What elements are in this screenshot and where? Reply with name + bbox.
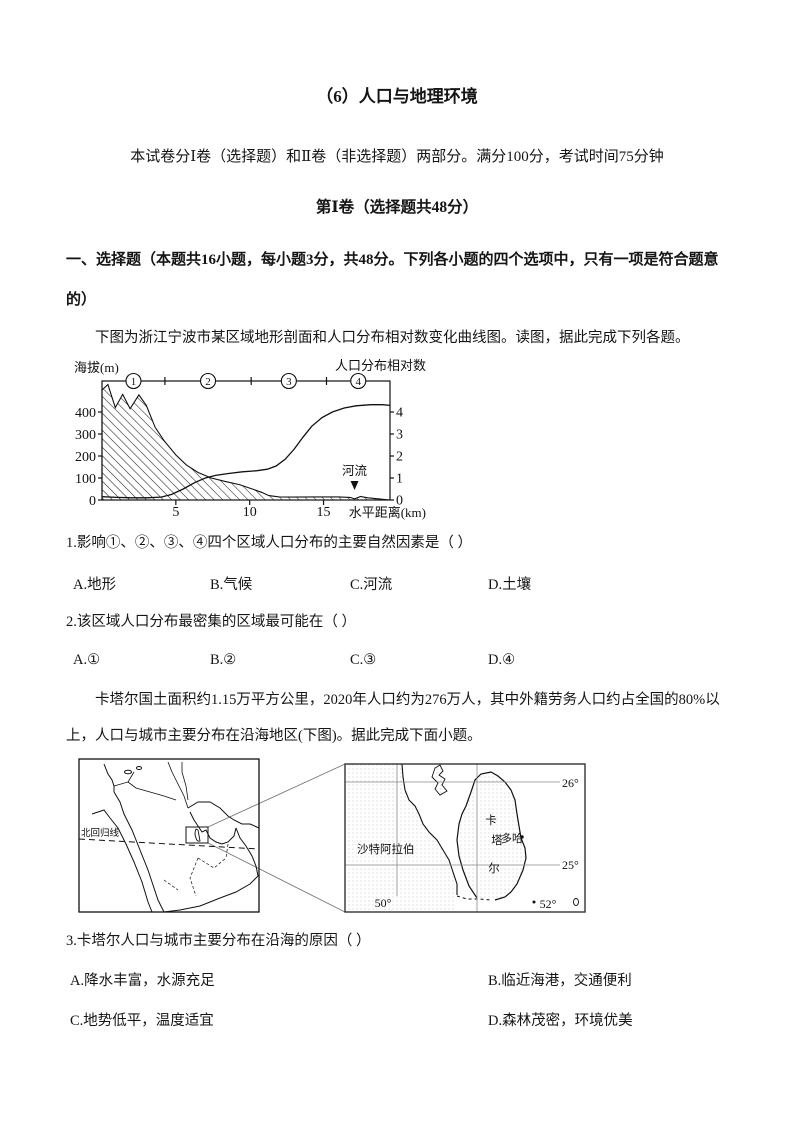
- option-3b: B.临近海港，交通便利: [488, 973, 632, 989]
- question-2: 2.该区域人口分布最密集的区域最可能在（ ）: [66, 614, 356, 630]
- option-2c: C.③: [350, 652, 377, 668]
- internal-borders: [163, 843, 229, 897]
- lat-26-label: 26°: [562, 776, 579, 790]
- qatar-label-char1: 卡: [485, 814, 497, 827]
- option-3d: D.森林茂密，环境优美: [488, 1013, 633, 1029]
- option-3a: A.降水丰富，水源充足: [70, 973, 215, 989]
- zoom-connector-top: [207, 763, 346, 828]
- option-1a: A.地形: [73, 577, 117, 593]
- svg-text:100: 100: [75, 472, 96, 487]
- option-2a: A.①: [73, 652, 101, 668]
- question-3-options-row2: C.地势低平，温度适宜 D.森林茂密，环境优美: [66, 1009, 770, 1030]
- svg-text:3: 3: [396, 428, 403, 443]
- gulf-south-coast: [189, 811, 237, 845]
- part1-heading: 第Ⅰ卷（选择题共48分）: [315, 199, 479, 216]
- option-1c: C.河流: [350, 577, 393, 593]
- question-3: 3.卡塔尔人口与城市主要分布在沿海的原因（ ）: [66, 933, 371, 949]
- stimulus-text-qatar: 卡塔尔国土面积约1.15万平方公里，2020年人口约为276万人，其中外籍劳务人…: [66, 692, 720, 744]
- qatar-coastline: [456, 771, 527, 901]
- option-2b: B.②: [210, 652, 237, 668]
- saudi-land: [345, 764, 457, 912]
- elevation-population-chart: 0 100 200 300 400 0 1 2 3 4 5 10 15 1 2 3 4 海拔(m) 人口分布相对数水…: [70, 356, 430, 533]
- lat-25-label: 25°: [562, 858, 579, 872]
- saudi-label: 沙特阿拉伯: [357, 842, 415, 856]
- svg-text:2: 2: [396, 450, 403, 465]
- option-2d: D.④: [488, 652, 516, 668]
- lon-50-label: 50°: [375, 896, 392, 910]
- qatar-maps-svg: 北回归线: [78, 758, 586, 913]
- section-instructions: 一、选择题（本题共16小题，每小题3分，共48分。下列各小题的四个选项中，只有一…: [66, 252, 719, 308]
- africa-coast: [91, 809, 153, 913]
- zoom-connector-bottom: [207, 842, 346, 913]
- svg-text:10: 10: [243, 505, 257, 520]
- red-sea-east-coast: [113, 791, 165, 913]
- saudi-coastline: [401, 763, 458, 895]
- detail-map: 沙特阿拉伯 卡 塔 尔 多哈 26° 25° 50° 52°: [344, 763, 586, 913]
- exam-info-line: 本试卷分Ⅰ卷（选择题）和Ⅱ卷（非选择题）两部分。满分100分，考试时间75分钟: [130, 149, 664, 165]
- option-1b: B.气候: [210, 577, 253, 593]
- svg-text:4: 4: [355, 376, 361, 388]
- overview-map-border: [78, 758, 260, 913]
- small-island-dot: [532, 900, 536, 904]
- profile-chart-svg: 0 100 200 300 400 0 1 2 3 4 5 10 15 1 2 3 4 海拔(m) 人口分布相对数水…: [74, 358, 426, 520]
- qatar-label-char3: 尔: [488, 861, 500, 875]
- svg-text:400: 400: [75, 406, 96, 421]
- qatar-label-char2: 塔: [491, 834, 503, 847]
- detail-map-border: [344, 763, 586, 913]
- doha-label: 多哈: [501, 831, 523, 845]
- svg-text:水平距离(km): 水平距离(km): [349, 505, 426, 520]
- svg-text:3: 3: [286, 376, 292, 388]
- option-3c: C.地势低平，温度适宜: [70, 1013, 214, 1029]
- svg-text:海拔(m): 海拔(m): [74, 360, 119, 375]
- tropic-of-cancer-label: 北回归线: [81, 827, 120, 839]
- question-3-options-row1: A.降水丰富，水源充足 B.临近海港，交通便利: [66, 969, 770, 990]
- iran-coast: [187, 801, 260, 829]
- svg-text:1: 1: [131, 376, 137, 388]
- mediterranean-island: [124, 769, 132, 775]
- svg-text:2: 2: [205, 376, 211, 388]
- stimulus-text-ningbo: 下图为浙江宁波市某区域地形剖面和人口分布相对数变化曲线图。读图，据此完成下列各题…: [95, 330, 690, 346]
- qatar-maps-figure: 北回归线: [68, 756, 588, 927]
- mediterranean-island-2: [136, 766, 142, 770]
- svg-text:人口分布相对数: 人口分布相对数: [335, 358, 426, 373]
- rivers: [167, 761, 189, 809]
- question-1-options: A.地形 B.气候 C.河流 D.土壤: [66, 573, 763, 594]
- svg-text:15: 15: [317, 505, 331, 520]
- small-island: [573, 898, 579, 906]
- overview-map: [78, 758, 260, 913]
- lon-52-label: 52°: [540, 897, 557, 911]
- northern-borders: [113, 771, 177, 801]
- svg-text:300: 300: [75, 428, 96, 443]
- svg-text:4: 4: [396, 406, 403, 421]
- graticule: [345, 764, 560, 912]
- page-title: （6）人口与地理环境: [316, 87, 478, 106]
- qatar-highlight-rect: [185, 826, 209, 844]
- qatar-shape-small: [194, 828, 201, 842]
- svg-text:河流: 河流: [342, 464, 368, 478]
- option-1d: D.土壤: [488, 577, 532, 593]
- question-1: 1.影响①、②、③、④四个区域人口分布的主要自然因素是（ ）: [66, 535, 472, 551]
- svg-text:0: 0: [396, 494, 403, 509]
- doha-city-dot: [520, 835, 524, 839]
- svg-text:5: 5: [172, 505, 179, 520]
- tropic-of-cancer-line: [78, 838, 260, 850]
- qatar-land: [457, 772, 526, 900]
- oman-yemen-coast: [163, 827, 259, 913]
- svg-text:200: 200: [75, 450, 96, 465]
- svg-text:1: 1: [396, 472, 403, 487]
- svg-text:0: 0: [89, 494, 96, 509]
- levant-coast: [103, 763, 115, 792]
- question-2-options: A.① B.② C.③ D.④: [66, 652, 763, 669]
